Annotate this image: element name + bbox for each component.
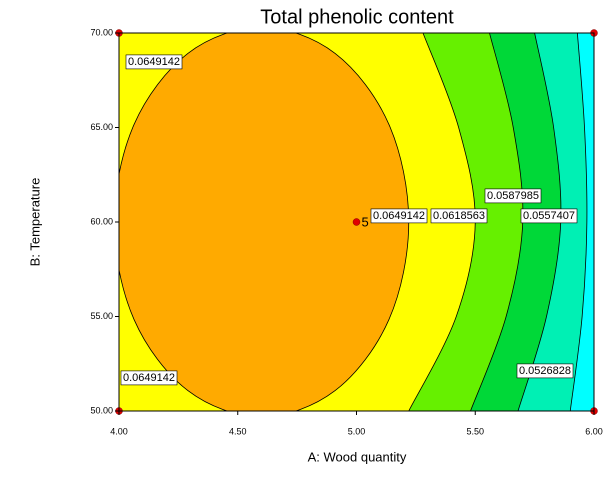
x-tick-label: 4.50 — [229, 426, 247, 436]
contour-label: 0.0649142 — [373, 210, 425, 222]
contour-label-box — [516, 363, 574, 379]
contour-label-box — [120, 370, 178, 386]
contour-label: 0.0557407 — [523, 210, 575, 222]
y-tick-label: 65.00 — [90, 122, 113, 132]
contour-label: 0.0587985 — [487, 190, 539, 202]
y-tick-label: 55.00 — [90, 311, 113, 321]
design-point — [352, 218, 361, 226]
chart-title: Total phenolic content — [260, 6, 454, 28]
contour-label: 0.0618563 — [433, 210, 485, 222]
contour-label: 0.0649142 — [128, 56, 180, 68]
contour-line — [569, 33, 588, 411]
contour-label-box — [125, 54, 183, 70]
contour-label-box — [370, 208, 428, 224]
x-tick-label: 5.00 — [348, 426, 366, 436]
y-tick-label: 70.00 — [90, 27, 113, 37]
contour-label-box — [484, 188, 542, 204]
x-tick-label: 5.50 — [466, 426, 484, 436]
contour-label-box — [430, 208, 488, 224]
contour-label: 0.0649142 — [123, 372, 175, 384]
contour-label: 0.0526828 — [519, 365, 571, 377]
point-label: 5 — [362, 214, 369, 229]
x-tick-label: 4.00 — [110, 426, 128, 436]
y-tick-label: 60.00 — [90, 216, 113, 226]
x-axis-label: A: Wood quantity — [308, 449, 407, 464]
y-tick-label: 50.00 — [90, 405, 113, 415]
contour-region — [119, 33, 409, 411]
x-tick-label: 6.00 — [585, 426, 603, 436]
contour-line — [119, 33, 410, 411]
y-axis-label: B: Temperature — [27, 178, 42, 267]
contour-label-box — [520, 208, 578, 224]
